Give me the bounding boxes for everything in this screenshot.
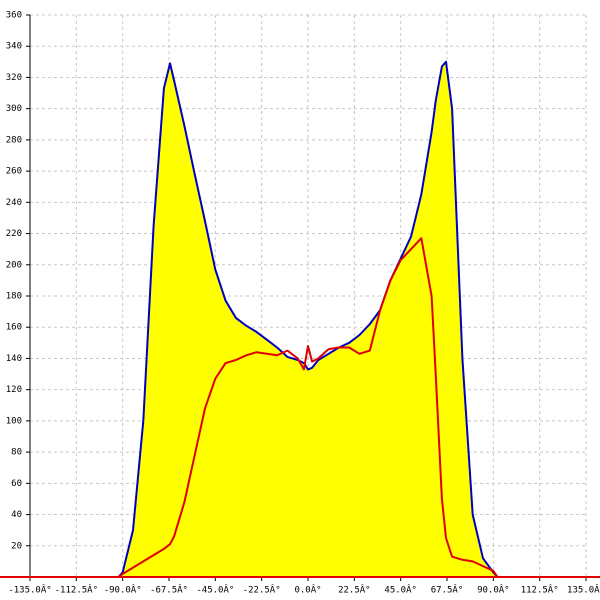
plot bbox=[117, 60, 499, 578]
y-tick-label: 180 bbox=[6, 292, 22, 302]
x-tick-label: -135.0Â° bbox=[8, 584, 51, 596]
y-tick-label: 20 bbox=[11, 541, 22, 551]
x-tick-label: -22.5Â° bbox=[243, 584, 281, 596]
x-tick-label: -45.0Â° bbox=[196, 584, 234, 596]
y-tick-label: 220 bbox=[6, 229, 22, 239]
x-tick-label: -90.0Â° bbox=[104, 584, 142, 596]
y-tick-label: 60 bbox=[11, 479, 22, 489]
y-tick-label: 280 bbox=[6, 135, 22, 145]
y-tick-label: 320 bbox=[6, 73, 22, 83]
x-tick-label: 135.0Â° bbox=[567, 584, 600, 596]
y-tick-label: 260 bbox=[6, 167, 22, 177]
y-tick-label: 80 bbox=[11, 448, 22, 458]
series-line bbox=[117, 237, 499, 578]
x-tick-label: 45.0Â° bbox=[384, 584, 417, 596]
x-tick-label: 0.0Â° bbox=[294, 584, 321, 596]
y-tick-label: 140 bbox=[6, 354, 22, 364]
x-tick-label: -67.5Â° bbox=[150, 584, 188, 596]
y-tick-label: 340 bbox=[6, 42, 22, 52]
y-tick-label: 100 bbox=[6, 416, 22, 426]
x-tick-label: 90.0Â° bbox=[477, 584, 510, 596]
y-tick-label: 120 bbox=[6, 385, 22, 395]
y-tick-label: 40 bbox=[11, 510, 22, 520]
y-tick-label: 300 bbox=[6, 104, 22, 114]
series-line bbox=[117, 60, 499, 578]
x-tick-label: 112.5Â° bbox=[521, 584, 559, 596]
area-fill bbox=[118, 61, 498, 578]
y-tick-label: 200 bbox=[6, 260, 22, 270]
y-tick-label: 240 bbox=[6, 198, 22, 208]
y-tick-label: 360 bbox=[6, 11, 22, 21]
labels: 20 40 60 80 100 120 140 160 180 200 220 240 260 280 30… bbox=[6, 11, 600, 596]
x-tick-label: -112.5Â° bbox=[55, 584, 98, 596]
x-tick-label: 22.5Â° bbox=[338, 584, 371, 596]
x-tick-label: 67.5Â° bbox=[431, 584, 464, 596]
y-tick-label: 160 bbox=[6, 323, 22, 333]
